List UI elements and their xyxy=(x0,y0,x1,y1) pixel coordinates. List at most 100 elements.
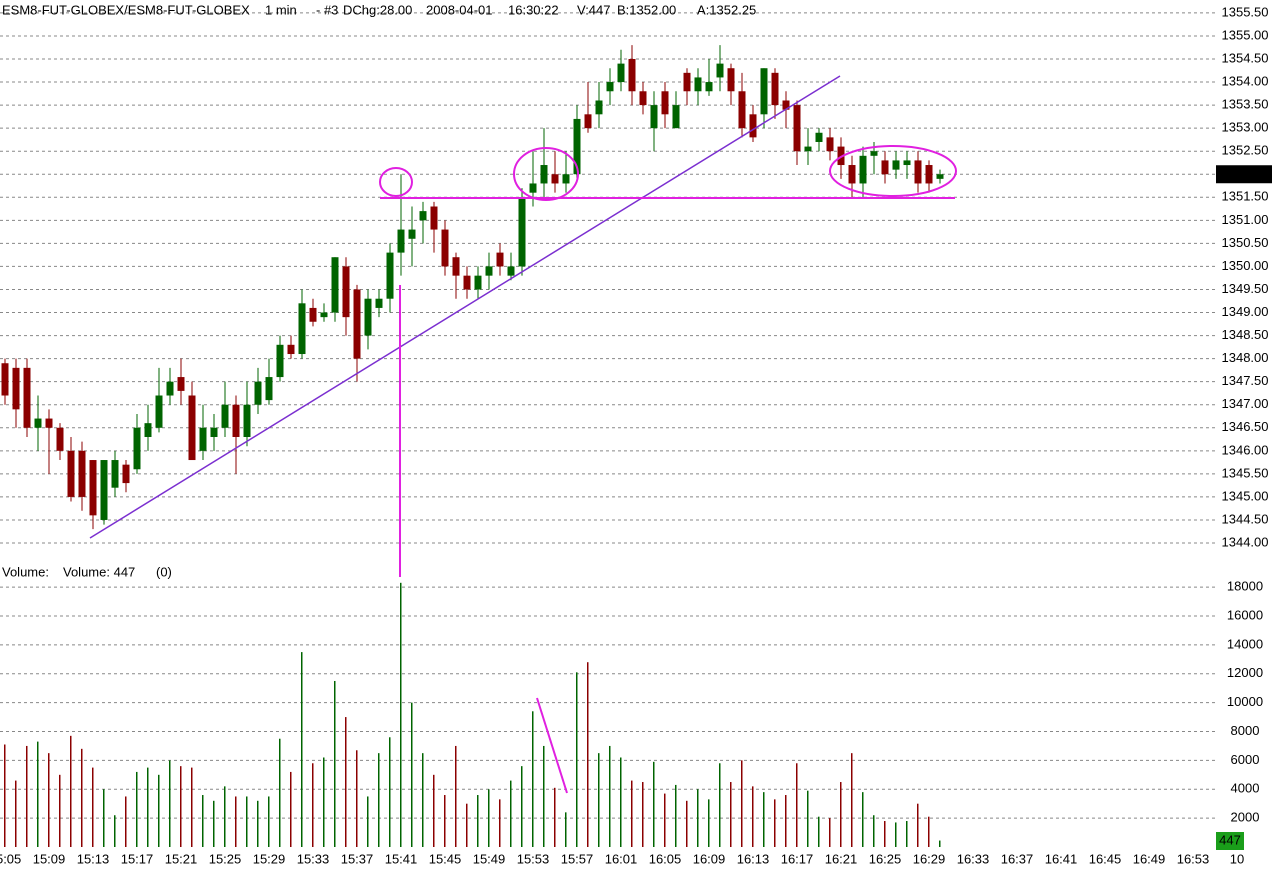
volume-tick-label: 6000 xyxy=(1231,752,1260,767)
candle-body xyxy=(309,307,317,322)
header-text: 1 min xyxy=(265,2,297,17)
volume-bar xyxy=(807,790,809,847)
volume-bar xyxy=(92,767,94,847)
y-tick-label: 1346.00 xyxy=(1222,442,1269,457)
candle-body xyxy=(672,105,680,129)
volume-bar xyxy=(158,774,160,847)
volume-bar xyxy=(202,795,204,847)
volume-bar xyxy=(741,760,743,847)
candle-body xyxy=(683,72,691,92)
x-tick-label: 15:49 xyxy=(473,851,506,866)
volume-bar xyxy=(510,780,512,847)
volume-bar xyxy=(169,760,171,847)
header-text: 16:30:22 xyxy=(508,2,559,17)
candle-body xyxy=(540,165,548,184)
volume-bar xyxy=(312,763,314,847)
candle-body xyxy=(100,460,108,520)
candle-body xyxy=(782,100,790,110)
y-tick-label: 1354.50 xyxy=(1222,50,1269,65)
last-price-box xyxy=(1216,165,1272,184)
volume-bar xyxy=(70,735,72,847)
candle-body xyxy=(254,381,262,405)
candle-body xyxy=(45,418,53,428)
highlight xyxy=(379,167,413,197)
candle-body xyxy=(1,363,9,396)
volume-bar xyxy=(840,782,842,847)
volume-tick-label: 10000 xyxy=(1227,694,1263,709)
y-tick-label: 1349.50 xyxy=(1222,281,1269,296)
volume-bar xyxy=(565,812,567,847)
volume-bar xyxy=(708,799,710,847)
candle-body xyxy=(661,91,669,115)
candle-body xyxy=(89,460,97,516)
grid xyxy=(0,12,1215,819)
volume-bar xyxy=(928,816,930,847)
volume-bar xyxy=(147,767,149,847)
last-price-label: 1352.00 xyxy=(1221,166,1268,181)
volume-bar xyxy=(664,793,666,847)
y-tick-label: 1355.50 xyxy=(1222,4,1269,19)
volume-bar xyxy=(444,795,446,847)
volume-tick-label: 8000 xyxy=(1231,723,1260,738)
candle-body xyxy=(166,381,174,396)
volume-bar xyxy=(59,774,61,847)
volume-bar xyxy=(543,745,545,847)
volume-bar xyxy=(763,792,765,847)
candle-body xyxy=(78,450,86,497)
trend-line xyxy=(89,75,841,539)
y-tick-label: 1347.00 xyxy=(1222,396,1269,411)
volume-bar xyxy=(653,761,655,847)
candle-body xyxy=(848,165,856,184)
volume-bar xyxy=(598,753,600,847)
candle-body xyxy=(353,289,361,359)
volume-bar xyxy=(235,796,237,847)
candle-body xyxy=(243,404,251,437)
candle-body xyxy=(463,275,471,290)
volume-bar xyxy=(785,795,787,847)
y-tick-label: 1345.50 xyxy=(1222,465,1269,480)
candle-body xyxy=(892,160,900,170)
volume-tick-label: 2000 xyxy=(1231,810,1260,825)
y-tick-label: 1351.00 xyxy=(1222,212,1269,227)
x-tick-label: 16:09 xyxy=(693,851,726,866)
volume-title: (0) xyxy=(156,564,172,579)
x-tick-label: 15:17 xyxy=(121,851,154,866)
y-tick-label: 1344.50 xyxy=(1222,511,1269,526)
candle-body xyxy=(551,174,559,184)
volume-bar xyxy=(675,784,677,847)
candle-body xyxy=(936,174,944,179)
volume-bar xyxy=(642,782,644,847)
volume-bar xyxy=(873,815,875,847)
x-tick-label: 16:17 xyxy=(781,851,814,866)
candle-body xyxy=(397,229,405,253)
candle-body xyxy=(276,344,284,378)
candle-body xyxy=(210,427,218,437)
candle-body xyxy=(408,229,416,239)
candle-body xyxy=(177,377,185,391)
candle-body xyxy=(320,312,328,318)
x-tick-label: 16:45 xyxy=(1089,851,1122,866)
volume-bar xyxy=(356,750,358,847)
candle-body xyxy=(221,404,229,428)
volume-bar xyxy=(631,780,633,847)
x-tick-label: 15:29 xyxy=(253,851,286,866)
candle-body xyxy=(485,266,493,276)
y-tick-label: 1352.50 xyxy=(1222,143,1269,158)
candle-body xyxy=(474,275,482,290)
volume-bar xyxy=(213,800,215,847)
volume-tick-label: 14000 xyxy=(1227,636,1263,651)
volume-bar xyxy=(829,818,831,847)
volume-bar xyxy=(180,766,182,847)
header-text: 2008-04-01 xyxy=(426,2,493,17)
candle-body xyxy=(804,146,812,152)
volume-bar xyxy=(103,789,105,847)
y-tick-label: 1349.00 xyxy=(1222,304,1269,319)
x-tick-label: 15:05 xyxy=(0,851,21,866)
candle-body xyxy=(419,211,427,221)
x-tick-label: 16:05 xyxy=(649,851,682,866)
volume-bar xyxy=(37,741,39,847)
header-text: B:1352.00 xyxy=(617,2,676,17)
volume-bar xyxy=(620,757,622,847)
volume-bar xyxy=(697,789,699,847)
volume-bar xyxy=(301,652,303,847)
